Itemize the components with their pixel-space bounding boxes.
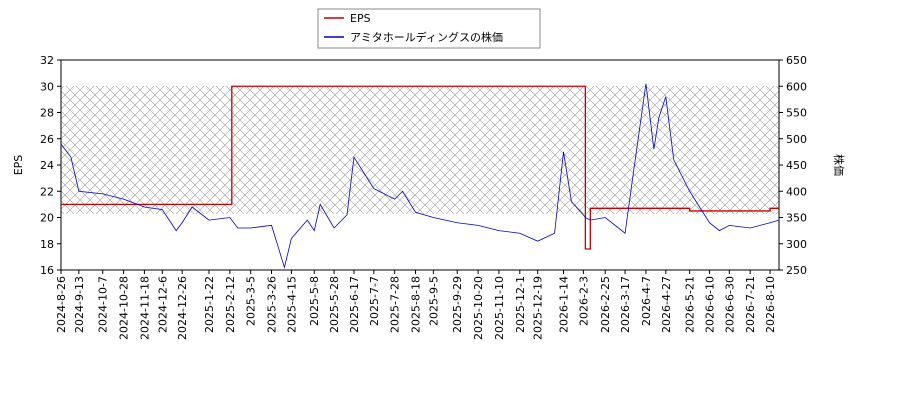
x-tick-label: 2025-11-10 bbox=[493, 276, 506, 340]
x-tick-label: 2024-12-6 bbox=[156, 276, 169, 333]
x-tick-label: 2024-10-7 bbox=[97, 276, 110, 333]
legend bbox=[317, 8, 541, 49]
x-tick-label: 2025-10-20 bbox=[472, 276, 485, 340]
x-tick-label: 2026-6-10 bbox=[703, 276, 716, 333]
x-tick-label: 2026-4-7 bbox=[640, 276, 653, 326]
y2-axis-label: 株価 bbox=[832, 154, 846, 176]
x-tick-label: 2025-5-8 bbox=[308, 276, 321, 326]
x-tick-label: 2025-6-17 bbox=[348, 276, 361, 333]
x-tick-label: 2025-7-7 bbox=[368, 276, 381, 326]
x-tick-label: 2025-8-18 bbox=[410, 276, 423, 333]
x-tick-label: 2025-12-1 bbox=[514, 276, 527, 333]
x-tick-label: 2025-9-5 bbox=[427, 276, 440, 326]
x-tick-label: 2026-6-30 bbox=[723, 276, 736, 333]
y-tick-label: 26 bbox=[40, 133, 54, 146]
y2-tick-label: 300 bbox=[786, 238, 807, 251]
x-tick-label: 2025-12-19 bbox=[532, 276, 545, 340]
y2-tick-label: 550 bbox=[786, 107, 807, 120]
y-tick-label: 20 bbox=[40, 212, 54, 225]
x-tick-label: 2025-4-15 bbox=[285, 276, 298, 333]
x-tick-label: 2026-1-14 bbox=[558, 276, 571, 333]
x-tick-label: 2024-12-26 bbox=[176, 276, 189, 340]
y-tick-label: 30 bbox=[40, 80, 54, 93]
y2-tick-label: 250 bbox=[786, 264, 807, 277]
x-tick-label: 2026-8-10 bbox=[764, 276, 777, 333]
x-tick-label: 2024-11-18 bbox=[138, 276, 151, 340]
y-tick-label: 28 bbox=[40, 107, 54, 120]
x-tick-label: 2025-3-26 bbox=[266, 276, 279, 333]
series-line bbox=[61, 85, 779, 250]
x-tick-label: 2025-3-5 bbox=[245, 276, 258, 326]
x-tick-label: 2025-7-28 bbox=[389, 276, 402, 333]
x-tick-label: 2025-9-29 bbox=[451, 276, 464, 333]
y-tick-label: 16 bbox=[40, 264, 54, 277]
y2-tick-label: 500 bbox=[786, 133, 807, 146]
x-tick-label: 2025-5-28 bbox=[328, 276, 341, 333]
x-tick-label: 2024-10-28 bbox=[118, 276, 131, 340]
x-tick-label: 2026-5-21 bbox=[684, 276, 697, 333]
y2-tick-label: 650 bbox=[786, 54, 807, 67]
series-line bbox=[60, 83, 780, 269]
x-tick-label: 2024-9-13 bbox=[73, 276, 86, 333]
x-tick-label: 2026-7-21 bbox=[744, 276, 757, 333]
y-axis-label: EPS bbox=[12, 155, 25, 176]
y2-tick-label: 600 bbox=[786, 80, 807, 93]
x-tick-label: 2025-1-22 bbox=[203, 276, 216, 333]
legend-label: アミタホールディングスの株価 bbox=[350, 30, 503, 44]
x-tick-label: 2026-4-27 bbox=[660, 276, 673, 333]
x-tick-label: 2026-2-25 bbox=[599, 276, 612, 333]
x-tick-label: 2026-3-17 bbox=[619, 276, 632, 333]
hatch-area bbox=[61, 86, 779, 214]
x-tick-label: 2024-8-26 bbox=[55, 276, 68, 333]
x-tick-label: 2025-2-12 bbox=[224, 276, 237, 333]
y-tick-label: 18 bbox=[40, 238, 54, 251]
x-tick-label: 2026-2-3 bbox=[577, 276, 590, 326]
y-tick-label: 22 bbox=[40, 185, 54, 198]
legend-label: EPS bbox=[350, 12, 371, 25]
y2-tick-label: 400 bbox=[786, 185, 807, 198]
y-tick-label: 32 bbox=[40, 54, 54, 67]
y-tick-label: 24 bbox=[40, 159, 54, 172]
y2-tick-label: 450 bbox=[786, 159, 807, 172]
y2-tick-label: 350 bbox=[786, 212, 807, 225]
